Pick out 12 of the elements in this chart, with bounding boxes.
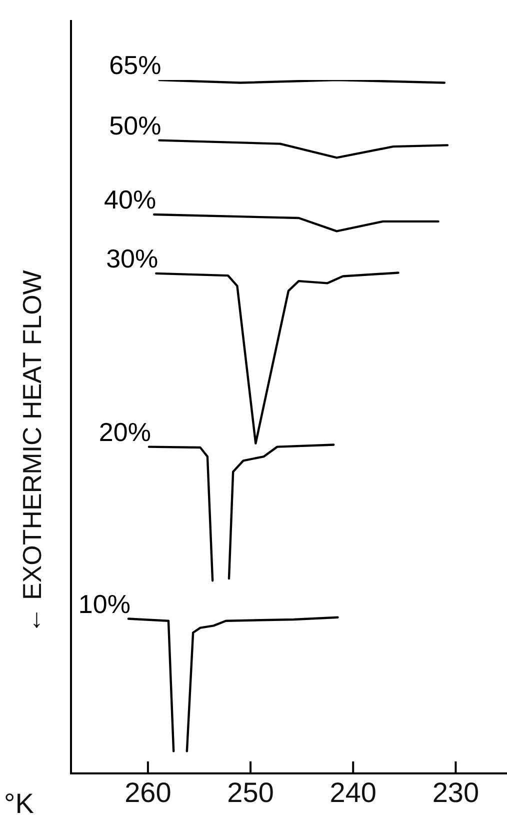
series-label: 40% bbox=[104, 184, 156, 215]
y-axis-title: ← EXOTHERMIC HEAT FLOW bbox=[17, 270, 48, 634]
series-label: 10% bbox=[78, 588, 130, 619]
x-tick-label: 250 bbox=[227, 776, 274, 808]
x-axis-title: °K bbox=[4, 788, 34, 815]
x-tick-label: 230 bbox=[432, 776, 480, 808]
series-label: 20% bbox=[98, 416, 151, 447]
series-label: 65% bbox=[109, 50, 162, 80]
x-tick-label: 260 bbox=[124, 776, 172, 808]
x-tick-label: 240 bbox=[330, 776, 376, 808]
series-label: 50% bbox=[109, 110, 162, 140]
series-label: 30% bbox=[106, 243, 158, 274]
